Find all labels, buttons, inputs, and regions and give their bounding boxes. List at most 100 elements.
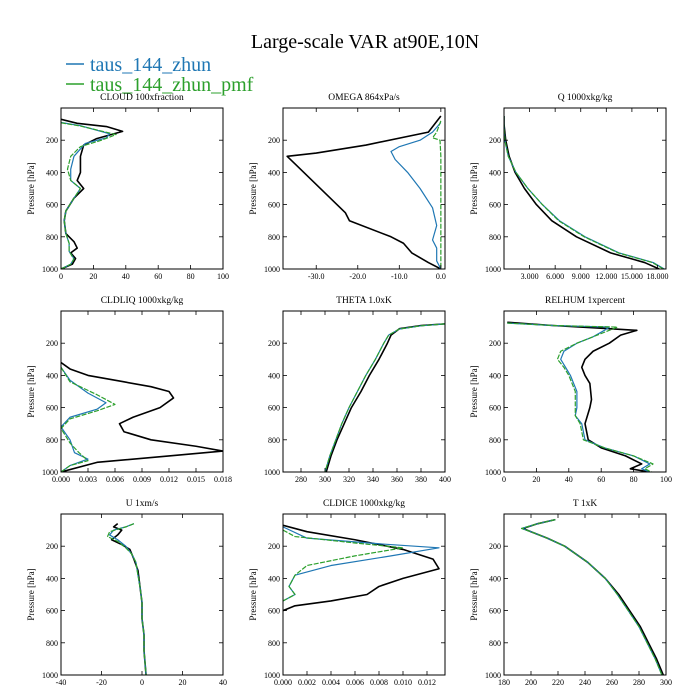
x-tick-label: -30.0 xyxy=(308,272,325,281)
x-tick-label: 0.004 xyxy=(322,678,340,687)
x-tick-label: 12.000 xyxy=(595,272,617,281)
series-line-3 xyxy=(61,122,117,269)
y-axis-label: Pressure [hPa] xyxy=(248,162,258,214)
series-line-3 xyxy=(106,523,147,675)
x-tick-label: 0.010 xyxy=(394,678,412,687)
x-tick-label: 9.000 xyxy=(572,272,590,281)
legend-label-1: taus_144_zhun xyxy=(90,54,211,76)
y-tick-label: 1000 xyxy=(485,468,501,477)
x-tick-label: 0.008 xyxy=(370,678,388,687)
x-tick-label: 80 xyxy=(630,475,638,484)
y-tick-label: 800 xyxy=(268,639,280,648)
x-tick-label: 0.000 xyxy=(274,678,292,687)
y-tick-label: 1000 xyxy=(485,265,501,274)
plot-frame xyxy=(60,513,224,676)
x-tick-label: 18.000 xyxy=(646,272,668,281)
series-line-2 xyxy=(283,526,440,602)
x-tick-label: 40 xyxy=(122,272,130,281)
x-tick-label: 0.0 xyxy=(436,272,446,281)
x-tick-label: -20 xyxy=(96,678,107,687)
panel-title: THETA 1.0xK xyxy=(336,296,392,306)
panel-title: U 1xm/s xyxy=(126,499,159,509)
x-tick-label: 380 xyxy=(415,475,427,484)
figure-title: Large-scale VAR at90E,10N xyxy=(251,31,479,53)
y-tick-label: 400 xyxy=(46,168,58,177)
x-tick-label: 200 xyxy=(525,678,537,687)
y-tick-label: 800 xyxy=(46,233,58,242)
y-tick-label: 600 xyxy=(46,404,58,413)
plot-frame xyxy=(503,513,667,676)
y-tick-label: 600 xyxy=(268,607,280,616)
x-tick-label: 240 xyxy=(579,678,591,687)
x-tick-label: 60 xyxy=(154,272,162,281)
panel-title: Q 1000xkg/kg xyxy=(558,93,613,103)
y-tick-label: 1000 xyxy=(485,671,501,680)
y-tick-label: 400 xyxy=(489,371,501,380)
y-tick-label: 200 xyxy=(268,542,280,551)
y-axis-label: Pressure [hPa] xyxy=(469,162,479,214)
x-tick-label: 320 xyxy=(343,475,355,484)
x-tick-label: 260 xyxy=(606,678,618,687)
x-tick-label: 0.018 xyxy=(214,475,232,484)
y-tick-label: 400 xyxy=(46,574,58,583)
panel-title: RELHUM 1xpercent xyxy=(545,296,625,306)
x-tick-label: 0.002 xyxy=(298,678,316,687)
y-tick-label: 600 xyxy=(489,201,501,210)
x-tick-label: 20 xyxy=(532,475,540,484)
x-tick-label: 360 xyxy=(391,475,403,484)
y-tick-label: 800 xyxy=(489,639,501,648)
series-line-1 xyxy=(286,115,442,269)
y-tick-label: 400 xyxy=(268,371,280,380)
x-tick-label: 0.006 xyxy=(106,475,124,484)
y-tick-label: 200 xyxy=(489,542,501,551)
y-axis-label: Pressure [hPa] xyxy=(248,568,258,620)
series-line-1 xyxy=(110,523,147,675)
y-axis-label: Pressure [hPa] xyxy=(26,568,36,620)
y-tick-label: 200 xyxy=(46,136,58,145)
y-tick-label: 600 xyxy=(489,404,501,413)
x-tick-label: 6.000 xyxy=(546,272,564,281)
x-tick-label: 0.012 xyxy=(160,475,178,484)
plot-frame xyxy=(282,513,446,676)
y-tick-label: 800 xyxy=(46,436,58,445)
y-tick-label: 200 xyxy=(268,339,280,348)
y-tick-label: 600 xyxy=(46,201,58,210)
x-tick-label: 0 xyxy=(59,272,63,281)
y-axis-label: Pressure [hPa] xyxy=(26,162,36,214)
x-tick-label: 220 xyxy=(552,678,564,687)
panel-5: THETA 1.0xK 200 400 600 800 1000 280 300 320 340 3… xyxy=(264,296,451,484)
y-tick-label: 600 xyxy=(268,404,280,413)
y-tick-label: 400 xyxy=(489,574,501,583)
y-axis-label: Pressure [hPa] xyxy=(26,365,36,417)
y-tick-label: 400 xyxy=(268,168,280,177)
y-tick-label: 800 xyxy=(46,639,58,648)
x-tick-label: 0.006 xyxy=(346,678,364,687)
x-tick-label: 20 xyxy=(179,678,187,687)
x-tick-label: 300 xyxy=(319,475,331,484)
series-line-2 xyxy=(109,523,147,675)
x-tick-label: 15.000 xyxy=(621,272,643,281)
y-tick-label: 200 xyxy=(46,339,58,348)
legend: taus_144_zhun taus_144_zhun_pmf xyxy=(66,54,254,96)
x-tick-label: 0.015 xyxy=(187,475,205,484)
y-tick-label: 200 xyxy=(489,136,501,145)
series-line-3 xyxy=(61,367,116,472)
x-tick-label: 20 xyxy=(89,272,97,281)
series-line-2 xyxy=(520,519,663,675)
x-tick-label: 100 xyxy=(660,475,672,484)
series-line-3 xyxy=(324,323,445,472)
y-tick-label: 1000 xyxy=(264,468,280,477)
x-tick-label: 40 xyxy=(565,475,573,484)
y-tick-label: 1000 xyxy=(42,468,58,477)
x-tick-label: 0 xyxy=(140,678,144,687)
series-line-1 xyxy=(507,321,650,472)
panel-title: OMEGA 864xPa/s xyxy=(328,93,400,103)
x-tick-label: 100 xyxy=(217,272,229,281)
y-tick-label: 800 xyxy=(268,233,280,242)
y-tick-label: 1000 xyxy=(264,265,280,274)
